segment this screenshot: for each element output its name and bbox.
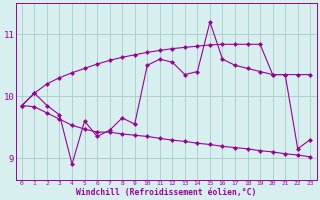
X-axis label: Windchill (Refroidissement éolien,°C): Windchill (Refroidissement éolien,°C) — [76, 188, 256, 197]
